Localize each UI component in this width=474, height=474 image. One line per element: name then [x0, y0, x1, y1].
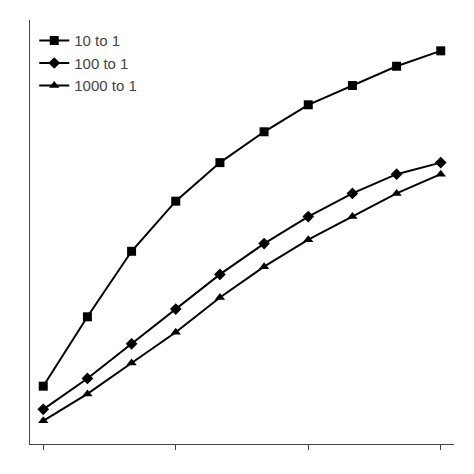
- svg-text:100 to 1: 100 to 1: [74, 55, 128, 72]
- svg-text:10 to 1: 10 to 1: [74, 32, 120, 49]
- svg-text:1000 to 1: 1000 to 1: [74, 77, 137, 94]
